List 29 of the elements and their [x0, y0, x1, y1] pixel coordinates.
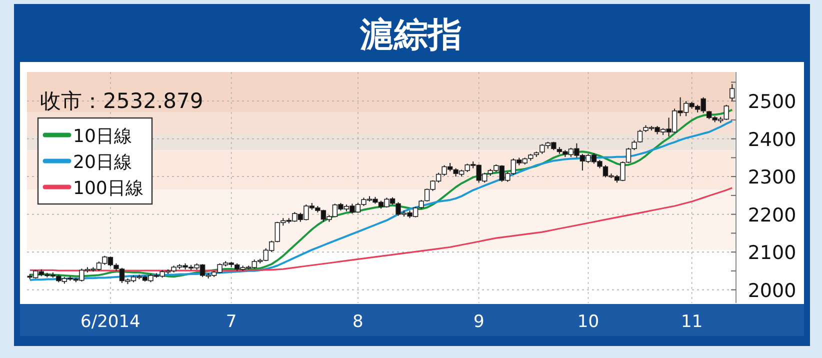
- candlestick: [730, 84, 735, 102]
- candlestick: [632, 140, 637, 151]
- candlestick: [252, 259, 257, 270]
- candlestick: [304, 204, 309, 221]
- candlestick: [683, 100, 689, 117]
- candlestick: [119, 267, 125, 284]
- candlestick: [298, 212, 304, 222]
- candlestick: [476, 164, 482, 184]
- candlestick: [666, 117, 672, 138]
- annotation: 收市：2532.879: [40, 89, 204, 113]
- candlestick: [574, 142, 580, 158]
- title: 滬綜指: [360, 15, 462, 55]
- candlestick: [263, 248, 268, 262]
- candlestick: [482, 172, 488, 184]
- candlestick: [580, 153, 586, 172]
- candlestick: [510, 158, 516, 176]
- candlestick: [418, 199, 424, 210]
- candlestick: [436, 172, 442, 184]
- candlestick: [96, 260, 102, 272]
- candlestick: [591, 152, 597, 164]
- candlestick: [568, 147, 574, 158]
- candlestick: [355, 202, 361, 214]
- candlestick: [700, 96, 706, 114]
- candlestick: [269, 240, 274, 253]
- candlestick: [350, 203, 355, 214]
- candlestick: [540, 144, 545, 154]
- candlestick: [678, 96, 683, 117]
- candlestick: [320, 209, 326, 222]
- candlestick: [586, 153, 591, 164]
